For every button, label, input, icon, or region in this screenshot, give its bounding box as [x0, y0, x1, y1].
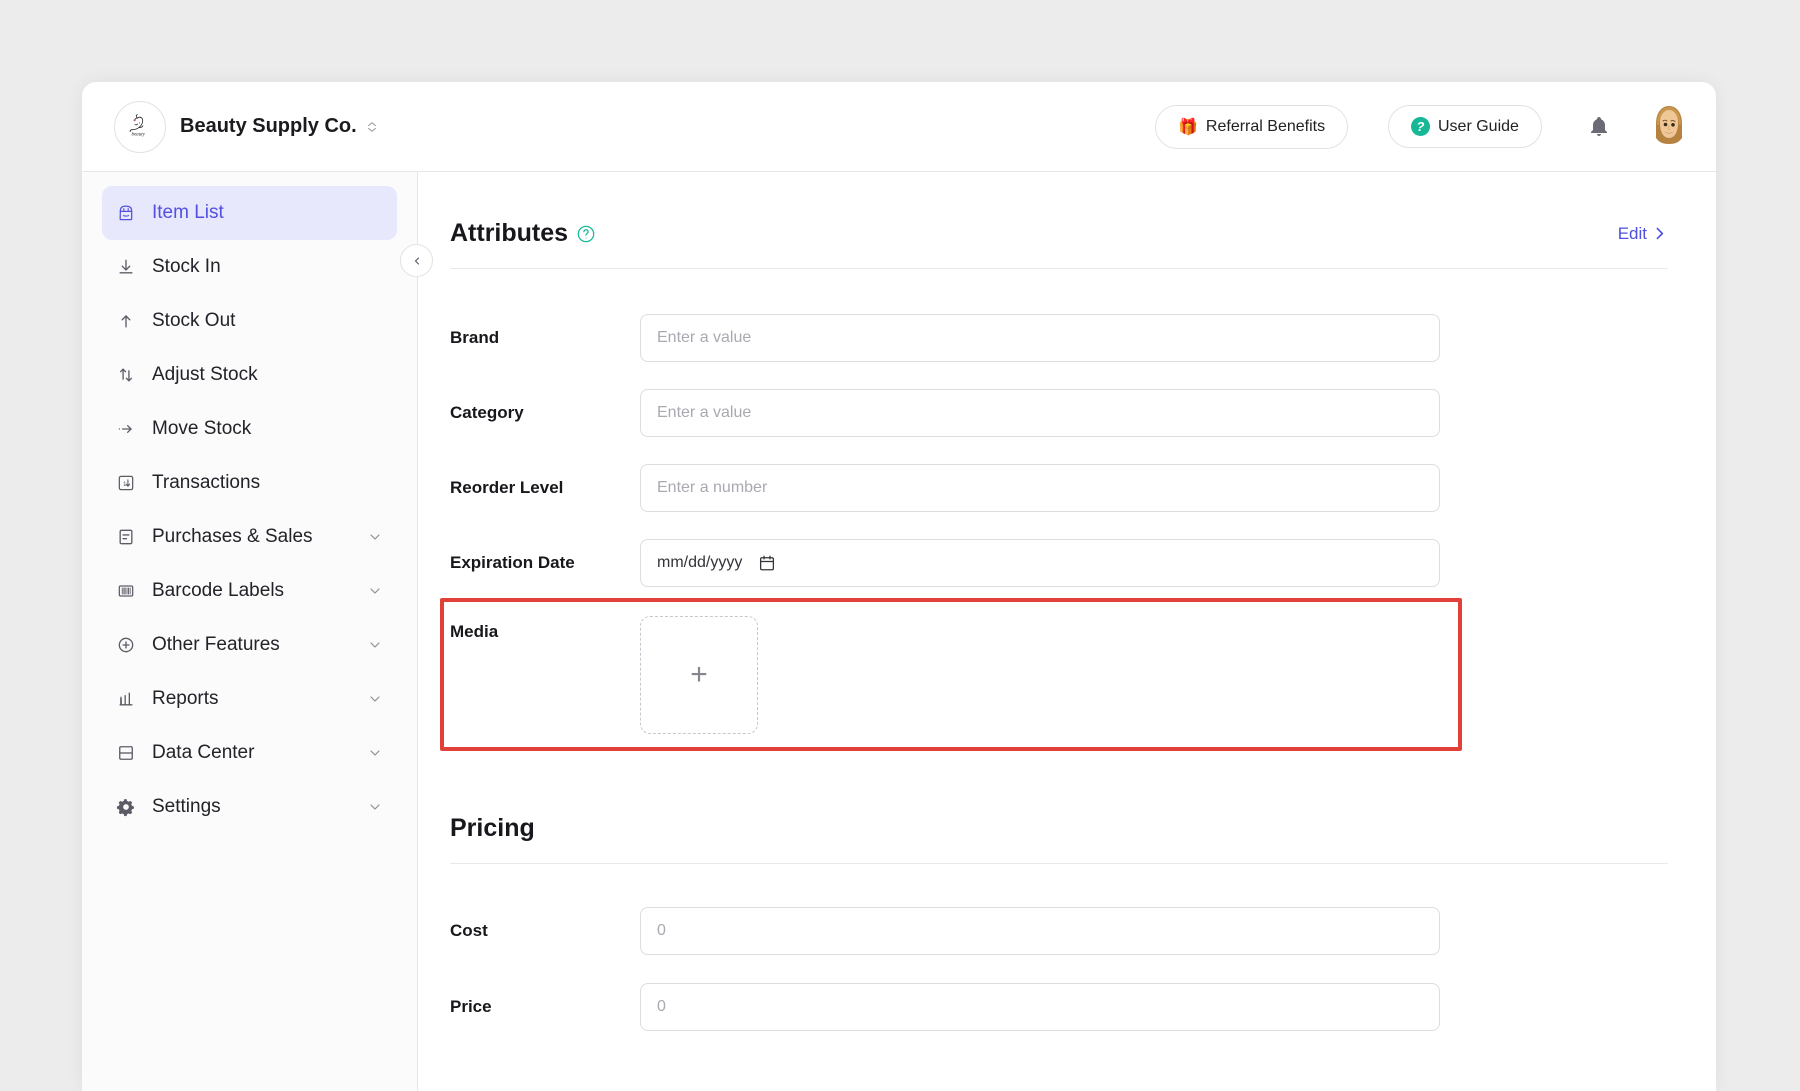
svg-text:beauty: beauty [131, 131, 145, 137]
